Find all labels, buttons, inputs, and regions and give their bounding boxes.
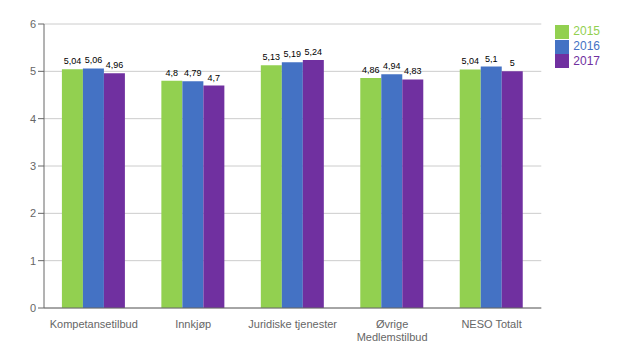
svg-text:4,8: 4,8 bbox=[166, 68, 179, 78]
svg-text:5,04: 5,04 bbox=[64, 56, 82, 66]
svg-text:Innkjøp: Innkjøp bbox=[175, 318, 211, 330]
svg-text:5,1: 5,1 bbox=[485, 54, 498, 64]
svg-text:4: 4 bbox=[30, 113, 36, 125]
svg-text:5: 5 bbox=[30, 65, 36, 77]
html-text:2017: 2017 bbox=[573, 53, 600, 68]
svg-text:ØvrigeMedlemstilbud: ØvrigeMedlemstilbud bbox=[357, 318, 428, 343]
svg-text:4,79: 4,79 bbox=[184, 68, 202, 78]
svg-text:3: 3 bbox=[30, 160, 36, 172]
svg-text:4,94: 4,94 bbox=[383, 61, 401, 71]
svg-text:5,19: 5,19 bbox=[284, 49, 302, 59]
svg-text:Kompetansetilbud: Kompetansetilbud bbox=[50, 318, 138, 330]
svg-text:0: 0 bbox=[30, 302, 36, 314]
html-text:2016: 2016 bbox=[573, 38, 600, 53]
svg-text:4,7: 4,7 bbox=[208, 73, 221, 83]
svg-text:4,96: 4,96 bbox=[106, 60, 124, 70]
svg-text:5,06: 5,06 bbox=[85, 55, 103, 65]
svg-text:2: 2 bbox=[30, 207, 36, 219]
svg-text:Juridiske tjenester: Juridiske tjenester bbox=[248, 318, 337, 330]
svg-text:5: 5 bbox=[510, 58, 515, 68]
svg-text:5,24: 5,24 bbox=[305, 47, 323, 57]
svg-text:5,04: 5,04 bbox=[461, 56, 479, 66]
svg-text:5,13: 5,13 bbox=[263, 52, 281, 62]
svg-text:1: 1 bbox=[30, 255, 36, 267]
svg-text:6: 6 bbox=[30, 18, 36, 30]
svg-text:4,83: 4,83 bbox=[404, 66, 422, 76]
svg-text:NESO Totalt: NESO Totalt bbox=[461, 318, 521, 330]
svg-text:4,86: 4,86 bbox=[362, 65, 380, 75]
html-text:2015: 2015 bbox=[573, 24, 600, 38]
